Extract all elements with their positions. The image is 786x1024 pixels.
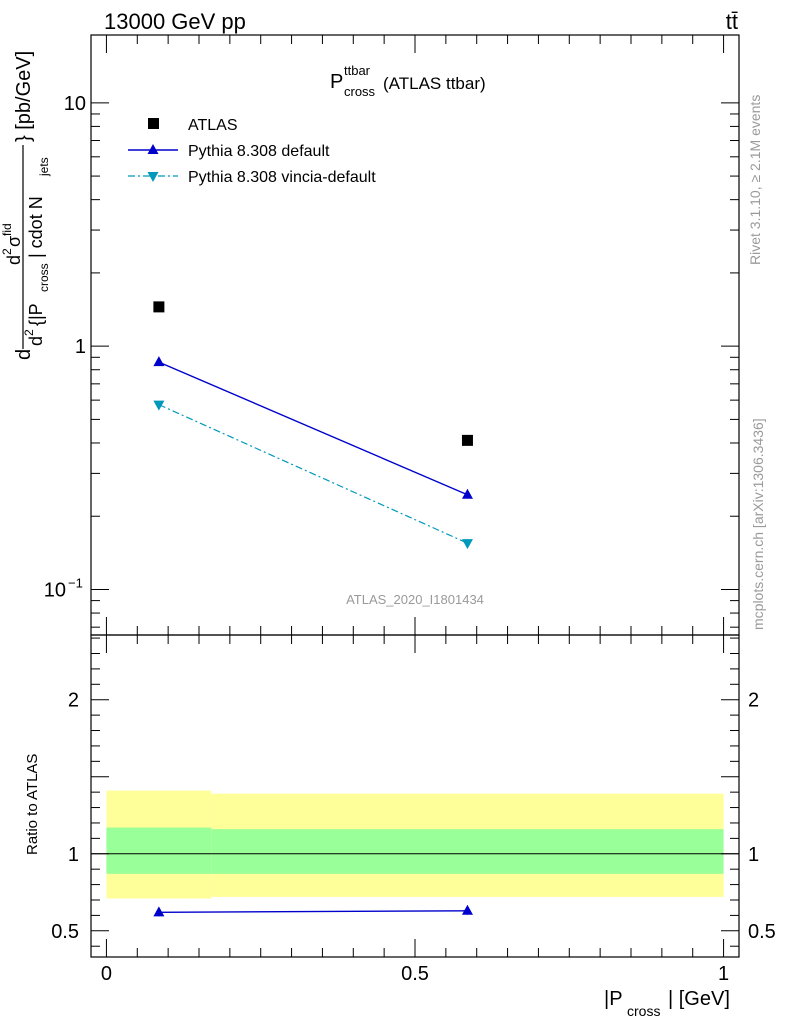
x-ticks: 0 0.5 1 (101, 35, 729, 985)
ylabel-den-cross: cross (37, 263, 51, 292)
mcplots-info-text: mcplots.cern.ch [arXiv:1306.3436] (750, 418, 766, 630)
plot-title-sub: cross (344, 84, 376, 99)
ratio-y-ticks: 2 2 1 1 0.5 0.5 (51, 637, 776, 947)
ratio-band-green (106, 827, 212, 874)
data-point-atlas (461, 434, 473, 446)
ratio-tick-label-right: 0.5 (748, 921, 776, 943)
analysis-watermark: ATLAS_2020_I1801434 (346, 592, 484, 607)
ylabel-unit: } [pb/GeV] (13, 51, 35, 142)
legend-marker-vincia (147, 172, 159, 182)
y-tick-label: 10 (64, 93, 86, 115)
plot-title-main: P (330, 71, 343, 93)
series-line-pythia-vincia (158, 404, 468, 544)
data-point-pythia-vincia (461, 539, 473, 550)
plot-title-rest: (ATLAS ttbar) (383, 74, 486, 93)
xlabel-part-b: | [GeV] (668, 988, 730, 1010)
ylabel-num-sq: 2 (0, 248, 14, 255)
ratio-tick-label-left: 0.5 (51, 921, 79, 943)
ratio-tick-label-left: 1 (68, 844, 79, 866)
ratio-tick-label-right: 1 (748, 844, 759, 866)
header-left: 13000 GeV pp (104, 9, 246, 34)
x-tick-label: 0.5 (401, 963, 429, 985)
ratio-line-pythia-default (158, 910, 468, 914)
ratio-y-axis-label: Ratio to ATLAS (24, 754, 41, 855)
xlabel-subscript: cross (627, 1003, 660, 1019)
ratio-tick-label-left: 2 (68, 690, 79, 712)
legend-marker-atlas (148, 118, 159, 129)
ratio-point-pythia-default (461, 904, 473, 915)
ylabel-den-jets: jets (37, 157, 51, 177)
y-tick-label: 10 (44, 579, 66, 601)
plot-title-sup: ttbar (344, 63, 371, 78)
top-y-axis-label: d d 2 σ fid d 2 {|P cross | cdot N jets … (0, 51, 51, 360)
data-point-pythia-default (461, 488, 473, 499)
xlabel-part-a: |P (604, 988, 623, 1010)
series-lines (158, 361, 468, 544)
legend-label-default: Pythia 8.308 default (188, 143, 330, 160)
rivet-info-text: Rivet 3.1.10, ≥ 2.1M events (747, 95, 763, 265)
legend-label-atlas: ATLAS (188, 117, 238, 134)
ylabel-den-b: {|P (26, 303, 46, 326)
y-tick-label: 1 (75, 336, 86, 358)
series-line-pythia-default (158, 361, 468, 496)
legend-marker-default (147, 144, 159, 154)
legend: ATLAS Pythia 8.308 default Pythia 8.308 … (128, 117, 376, 186)
ylabel-den-c: | cdot N (26, 196, 46, 258)
ratio-bands (106, 790, 724, 899)
ratio-band-green (211, 829, 724, 874)
data-point-pythia-vincia (153, 400, 165, 411)
ratio-markers (153, 904, 473, 917)
ylabel-num-fid: fid (0, 223, 14, 236)
legend-label-vincia: Pythia 8.308 vincia-default (188, 169, 376, 186)
ratio-point-pythia-default (153, 906, 165, 917)
ylabel-num-d: d (4, 255, 24, 265)
x-tick-label: 1 (718, 963, 729, 985)
ylabel-den-d: d (26, 336, 46, 346)
x-tick-label: 0 (101, 963, 112, 985)
plot-title: P ttbar cross (ATLAS ttbar) (330, 63, 486, 99)
x-axis-label: |P cross | [GeV] (604, 988, 730, 1019)
ylabel-den-sq: 2 (22, 329, 36, 336)
series-markers (153, 301, 473, 550)
data-point-atlas (153, 301, 165, 313)
data-point-pythia-default (153, 356, 165, 367)
header-right: tt̄ (726, 9, 738, 34)
ylabel-d: d (13, 349, 35, 360)
y-tick-label-exponent: −1 (68, 575, 83, 590)
ratio-tick-label-right: 2 (748, 690, 759, 712)
ylabel-num-sigma: σ (4, 236, 24, 247)
